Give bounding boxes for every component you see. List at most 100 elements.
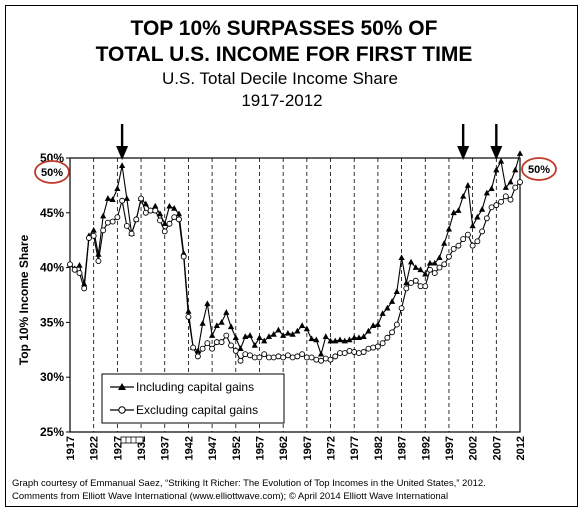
x-tick-label-1997: 1997 [444, 436, 456, 460]
point-including-capital-gains-1968 [308, 335, 315, 342]
point-including-capital-gains-1963 [284, 329, 291, 336]
x-tick-label-1952: 1952 [231, 436, 243, 460]
point-including-capital-gains-1936 [156, 210, 164, 217]
arrow-head-2007 [490, 146, 503, 160]
point-including-capital-gains-1971 [322, 333, 329, 339]
point-including-capital-gains-1937 [161, 220, 168, 227]
point-including-capital-gains-1959 [265, 333, 273, 339]
point-excluding-capital-gains-1997 [445, 253, 452, 260]
point-excluding-capital-gains-1919 [76, 270, 83, 277]
point-including-capital-gains-1970 [317, 350, 325, 357]
legend-item-excluding: Excluding capital gains [110, 403, 258, 417]
point-including-capital-gains-1965 [294, 327, 301, 334]
point-including-capital-gains-1984 [384, 304, 391, 311]
point-including-capital-gains-1998 [450, 209, 457, 216]
point-including-capital-gains-1986 [393, 288, 400, 295]
point-excluding-capital-gains-1980 [365, 345, 372, 352]
point-excluding-capital-gains-1924 [100, 227, 107, 234]
point-including-capital-gains-2009 [502, 184, 509, 190]
point-including-capital-gains-1992 [422, 270, 429, 277]
point-excluding-capital-gains-1972 [327, 356, 334, 363]
point-excluding-capital-gains-1969 [313, 356, 320, 363]
point-excluding-capital-gains-1987 [398, 305, 405, 312]
point-including-capital-gains-1964 [289, 331, 296, 337]
legend-box [101, 373, 285, 424]
y-tick-label-40: 40% [40, 261, 64, 275]
point-excluding-capital-gains-1928 [119, 197, 126, 204]
x-tick-label-1967: 1967 [302, 436, 314, 460]
point-excluding-capital-gains-2003 [474, 238, 481, 245]
point-excluding-capital-gains-1947 [209, 345, 216, 352]
point-including-capital-gains-1939 [171, 205, 178, 211]
point-excluding-capital-gains-1918 [71, 266, 78, 273]
point-excluding-capital-gains-1942 [185, 313, 192, 320]
point-excluding-capital-gains-1920 [81, 285, 88, 292]
point-excluding-capital-gains-1996 [441, 261, 448, 268]
point-including-capital-gains-1922 [90, 226, 97, 233]
credit-line-1: Graph courtesy of Emmanual Saez, “Striki… [12, 478, 486, 489]
point-excluding-capital-gains-1973 [332, 353, 339, 360]
point-excluding-capital-gains-1933 [142, 209, 149, 216]
point-excluding-capital-gains-1941 [180, 253, 187, 260]
point-including-capital-gains-2004 [479, 206, 486, 212]
point-including-capital-gains-1987 [398, 254, 405, 261]
point-excluding-capital-gains-1991 [417, 283, 424, 290]
x-tick-label-1937: 1937 [160, 436, 172, 460]
y-tick-label-25: 25% [40, 425, 64, 439]
point-excluding-capital-gains-1967 [303, 354, 310, 361]
point-including-capital-gains-2006 [488, 185, 495, 191]
recession-bar-outline [120, 436, 144, 444]
point-excluding-capital-gains-1926 [109, 218, 116, 225]
point-excluding-capital-gains-1970 [318, 357, 325, 364]
point-excluding-capital-gains-1975 [341, 350, 348, 357]
point-excluding-capital-gains-2008 [498, 198, 505, 205]
point-including-capital-gains-1975 [341, 337, 348, 344]
point-excluding-capital-gains-1938 [166, 220, 173, 227]
point-including-capital-gains-1989 [407, 258, 415, 265]
point-excluding-capital-gains-1951 [228, 342, 235, 349]
point-including-capital-gains-1955 [246, 332, 254, 338]
point-including-capital-gains-1976 [346, 336, 353, 343]
callout-right-ring [521, 157, 557, 181]
point-excluding-capital-gains-1968 [308, 354, 315, 361]
x-tick-label-1972: 1972 [326, 436, 338, 460]
series-line-including-capital-gains [69, 153, 521, 357]
point-excluding-capital-gains-1989 [408, 279, 415, 286]
point-including-capital-gains-1928 [119, 162, 126, 168]
point-excluding-capital-gains-1981 [370, 344, 377, 351]
point-excluding-capital-gains-1979 [360, 349, 367, 355]
point-including-capital-gains-1997 [445, 225, 453, 232]
point-including-capital-gains-1952 [232, 334, 239, 341]
point-excluding-capital-gains-1917 [67, 261, 73, 268]
point-excluding-capital-gains-1939 [171, 214, 178, 221]
point-including-capital-gains-1926 [109, 196, 116, 202]
point-including-capital-gains-1969 [313, 336, 320, 343]
x-tick-label-2002: 2002 [468, 436, 480, 460]
x-tick-label-1977: 1977 [349, 436, 361, 460]
point-excluding-capital-gains-1930 [128, 230, 135, 237]
point-excluding-capital-gains-1978 [355, 350, 362, 357]
point-excluding-capital-gains-1954 [242, 351, 249, 358]
x-tick-label-1942: 1942 [183, 436, 195, 460]
point-including-capital-gains-1993 [426, 259, 434, 266]
x-tick-label-1962: 1962 [278, 436, 290, 460]
point-excluding-capital-gains-1990 [412, 277, 419, 284]
point-including-capital-gains-1961 [275, 326, 282, 333]
point-excluding-capital-gains-2012 [517, 179, 523, 186]
point-excluding-capital-gains-1936 [157, 217, 163, 224]
point-excluding-capital-gains-1931 [133, 216, 140, 223]
point-excluding-capital-gains-1992 [422, 283, 429, 290]
point-excluding-capital-gains-1934 [147, 207, 154, 214]
point-excluding-capital-gains-1956 [251, 354, 258, 361]
x-tick-label-1987: 1987 [397, 436, 409, 460]
point-including-capital-gains-1973 [332, 337, 339, 344]
point-including-capital-gains-2012 [516, 150, 524, 156]
callout-left-ring [34, 160, 70, 184]
point-including-capital-gains-1966 [299, 322, 306, 328]
y-axis-ticks: 25% 30% 35% 40% 45% 50% [40, 151, 70, 439]
point-including-capital-gains-1927 [114, 185, 121, 191]
point-excluding-capital-gains-1955 [247, 352, 253, 359]
point-including-capital-gains-1962 [280, 332, 287, 338]
point-excluding-capital-gains-2001 [464, 231, 471, 238]
